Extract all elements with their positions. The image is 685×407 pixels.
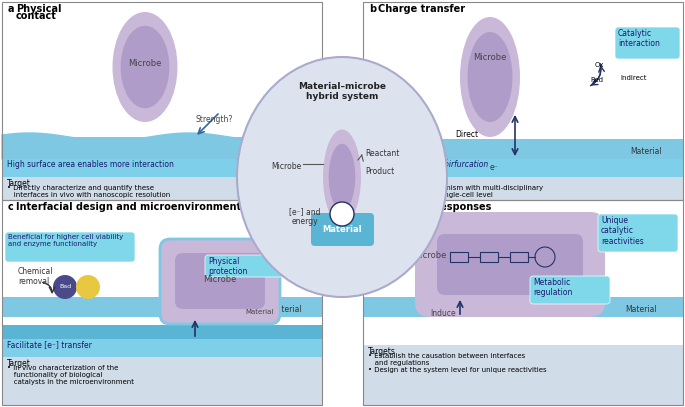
FancyBboxPatch shape [2, 177, 322, 200]
Text: Indirect: Indirect [620, 75, 647, 81]
Text: Induce: Induce [430, 309, 456, 318]
Text: Facilitate [e⁻] transfer: Facilitate [e⁻] transfer [7, 340, 92, 349]
FancyBboxPatch shape [160, 239, 280, 324]
Text: Chemical
removal: Chemical removal [18, 267, 53, 287]
Text: Microbe: Microbe [473, 53, 507, 61]
FancyBboxPatch shape [2, 297, 322, 317]
FancyBboxPatch shape [363, 297, 683, 317]
Ellipse shape [329, 144, 356, 210]
FancyBboxPatch shape [5, 232, 135, 262]
Text: Beneficial for higher cell viability
and enzyme functionality: Beneficial for higher cell viability and… [8, 234, 123, 247]
Text: Unique
catalytic
reactivities: Unique catalytic reactivities [601, 216, 644, 246]
FancyBboxPatch shape [205, 255, 285, 277]
FancyBboxPatch shape [2, 137, 322, 159]
Text: Bad: Bad [59, 284, 71, 289]
Ellipse shape [323, 129, 361, 225]
FancyBboxPatch shape [363, 177, 683, 200]
Text: Target: Target [368, 179, 392, 188]
Bar [363, 2, 683, 200]
Text: Higher EE under e⁻ birfurcation: Higher EE under e⁻ birfurcation [368, 160, 488, 169]
Text: Material–microbe
hybrid system: Material–microbe hybrid system [298, 82, 386, 101]
Text: Target: Target [7, 179, 31, 188]
Text: Interfacial design and microenvironments: Interfacial design and microenvironments [16, 202, 247, 212]
FancyBboxPatch shape [2, 357, 322, 405]
Circle shape [330, 202, 354, 226]
FancyBboxPatch shape [598, 214, 678, 252]
FancyBboxPatch shape [363, 345, 683, 405]
Text: Metabolic
regulation: Metabolic regulation [533, 278, 573, 298]
Bar [480, 252, 498, 262]
Text: Target: Target [7, 359, 31, 368]
Text: • Establish the causation between interfaces
   and regulations
• Design at the : • Establish the causation between interf… [368, 353, 547, 373]
Text: c: c [8, 202, 14, 212]
Bar [363, 200, 683, 405]
Text: e⁻: e⁻ [490, 163, 499, 172]
Text: Direct: Direct [455, 130, 478, 139]
FancyBboxPatch shape [363, 159, 683, 177]
FancyBboxPatch shape [363, 139, 683, 159]
Text: Microbe: Microbe [413, 250, 447, 260]
Text: • Directly characterize and quantify these
   interfaces in vivo with nanoscopic: • Directly characterize and quantify the… [7, 185, 171, 198]
Text: Microbe: Microbe [272, 162, 302, 171]
FancyBboxPatch shape [530, 276, 610, 304]
FancyBboxPatch shape [415, 212, 605, 317]
Text: Material: Material [630, 147, 662, 155]
Text: a: a [8, 4, 14, 14]
Text: Physical: Physical [16, 4, 62, 14]
Text: contact: contact [16, 11, 57, 21]
Text: Physical
protection: Physical protection [208, 257, 247, 276]
Bar [2, 200, 322, 405]
Ellipse shape [467, 32, 512, 122]
Text: Strength?: Strength? [196, 115, 234, 124]
FancyBboxPatch shape [437, 234, 583, 295]
FancyBboxPatch shape [2, 339, 322, 357]
Text: Red: Red [590, 77, 603, 83]
Bar [363, 200, 683, 405]
Text: Material: Material [322, 225, 362, 234]
Text: Microbe: Microbe [128, 59, 162, 68]
Text: Material: Material [270, 304, 301, 313]
Circle shape [76, 275, 100, 299]
Text: Targets: Targets [368, 347, 396, 356]
Bar [2, 200, 322, 405]
Circle shape [53, 275, 77, 299]
Text: • In vivo characterization of the
   functionality of biological
   catalysts in: • In vivo characterization of the functi… [7, 365, 134, 385]
Text: Charge transfer: Charge transfer [378, 4, 465, 14]
Bar [450, 252, 468, 262]
FancyBboxPatch shape [175, 253, 265, 309]
Text: Material: Material [270, 136, 301, 144]
Text: Ox: Ox [595, 62, 604, 68]
Text: Microbe: Microbe [203, 274, 237, 284]
FancyBboxPatch shape [311, 213, 374, 246]
FancyBboxPatch shape [615, 27, 680, 59]
Text: Reactant: Reactant [365, 149, 399, 158]
Text: [e⁻] and
energy: [e⁻] and energy [289, 207, 321, 226]
Bar [510, 252, 528, 262]
Text: Metabolic responses: Metabolic responses [378, 202, 491, 212]
Ellipse shape [237, 57, 447, 297]
Text: Catalytic
interaction: Catalytic interaction [618, 29, 660, 48]
FancyBboxPatch shape [2, 325, 322, 339]
Text: High surface area enables more interaction: High surface area enables more interacti… [7, 160, 174, 169]
Ellipse shape [112, 12, 177, 122]
Text: Material: Material [625, 304, 657, 313]
Text: Product: Product [365, 167, 395, 176]
Ellipse shape [121, 26, 169, 108]
Text: Material: Material [245, 309, 273, 315]
Polygon shape [2, 133, 322, 159]
Bar [2, 2, 322, 200]
Bar [363, 2, 683, 200]
Bar [2, 2, 322, 200]
FancyBboxPatch shape [2, 159, 322, 177]
Text: b: b [369, 4, 376, 14]
Ellipse shape [460, 17, 520, 137]
Text: d: d [369, 202, 376, 212]
Text: • Elucidate the mechanism with multi-disciplinary
   techniques at the single-ce: • Elucidate the mechanism with multi-dis… [368, 185, 543, 198]
